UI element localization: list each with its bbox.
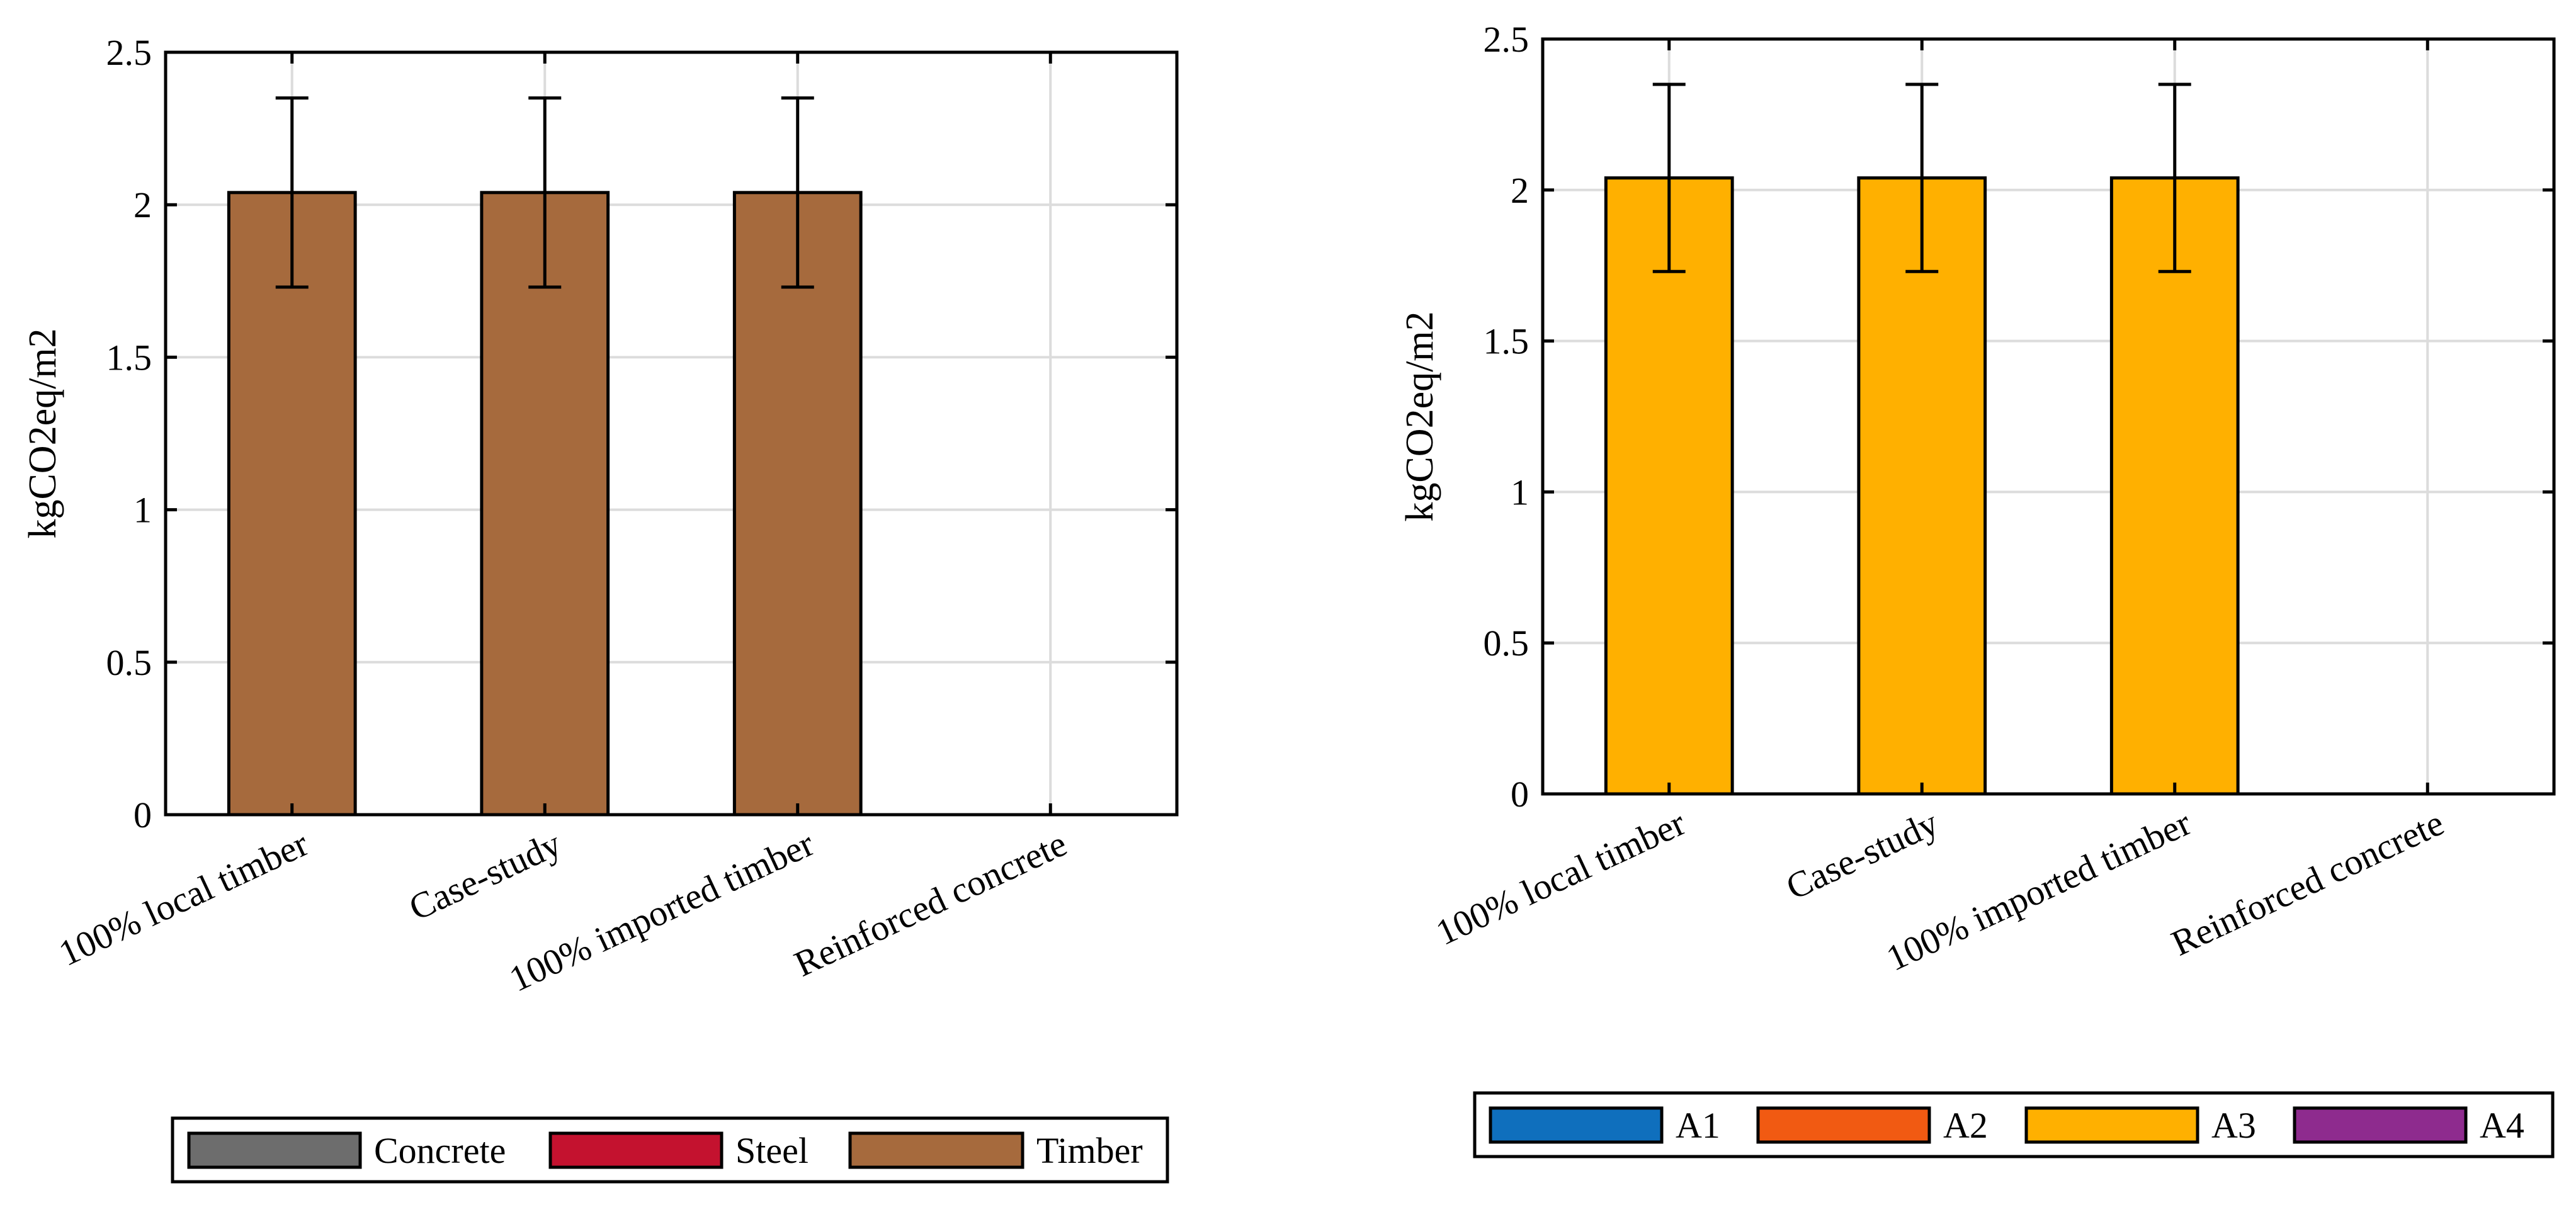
bar-a3 (2109, 176, 2240, 796)
axes-box (1541, 37, 2556, 796)
y-tick-label: 1 (1511, 472, 1529, 512)
bar-timber (227, 191, 357, 817)
y-axis: 0 0.5 1 1.5 2 2.5 (1484, 19, 2554, 815)
y-tick-label: 0.5 (1484, 623, 1529, 664)
y-tick-label: 1.5 (106, 337, 152, 378)
legend-swatch-a3 (2024, 1106, 2199, 1144)
bars (227, 191, 863, 817)
legend-swatch-timber (848, 1131, 1024, 1169)
y-tick-label: 1 (133, 490, 152, 531)
y-tick-label: 0 (1511, 774, 1529, 815)
y-axis-label: kgCO2eq/m2 (1399, 311, 1441, 521)
y-tick-label: 0.5 (106, 642, 152, 683)
legend-swatch-a4 (2293, 1106, 2468, 1144)
legend-swatch-a2 (1756, 1106, 1931, 1144)
y-tick-label: 0 (133, 795, 152, 835)
x-tick-label: Case-study (1780, 802, 1944, 908)
y-axis-label: kgCO2eq/m2 (21, 328, 64, 538)
legend-label-timber: Timber (1036, 1130, 1143, 1171)
legend-label-concrete: Concrete (374, 1130, 506, 1171)
legend-swatch-concrete (187, 1131, 362, 1169)
x-tick-label: Reinforced concrete (788, 823, 1073, 985)
legend-label-a2: A2 (1943, 1105, 1988, 1146)
legend: Concrete Steel Timber (171, 1116, 1169, 1184)
x-tick-label: Reinforced concrete (2165, 802, 2450, 964)
legend-label-steel: Steel (735, 1130, 809, 1171)
x-tick-label: Case-study (403, 823, 567, 929)
bar-timber (732, 191, 863, 817)
legend-label-a4: A4 (2480, 1105, 2524, 1146)
legend-label-a1: A1 (1676, 1105, 1720, 1146)
bars (1604, 176, 2240, 796)
legend-swatch-a1 (1489, 1106, 1664, 1144)
error-bars (275, 96, 814, 289)
bar-a3 (1604, 176, 1734, 796)
y-tick-label: 2.5 (1484, 19, 1529, 60)
bar-a3 (1857, 176, 1987, 796)
x-tick-label: 100% local timber (52, 823, 314, 974)
x-tick-label: 100% local timber (1429, 802, 1691, 953)
y-tick-label: 2.5 (106, 32, 152, 73)
legend-swatch-steel (548, 1131, 723, 1169)
error-bars (1652, 82, 2191, 273)
y-tick-label: 2 (133, 184, 152, 225)
y-axis: 0 0.5 1 1.5 2 2.5 (106, 32, 1177, 835)
y-tick-label: 1.5 (1484, 321, 1529, 362)
legend-label-a3: A3 (2211, 1105, 2256, 1146)
axes-box (164, 50, 1179, 817)
y-tick-label: 2 (1511, 170, 1529, 211)
legend: A1 A2 A3 A4 (1473, 1091, 2555, 1158)
